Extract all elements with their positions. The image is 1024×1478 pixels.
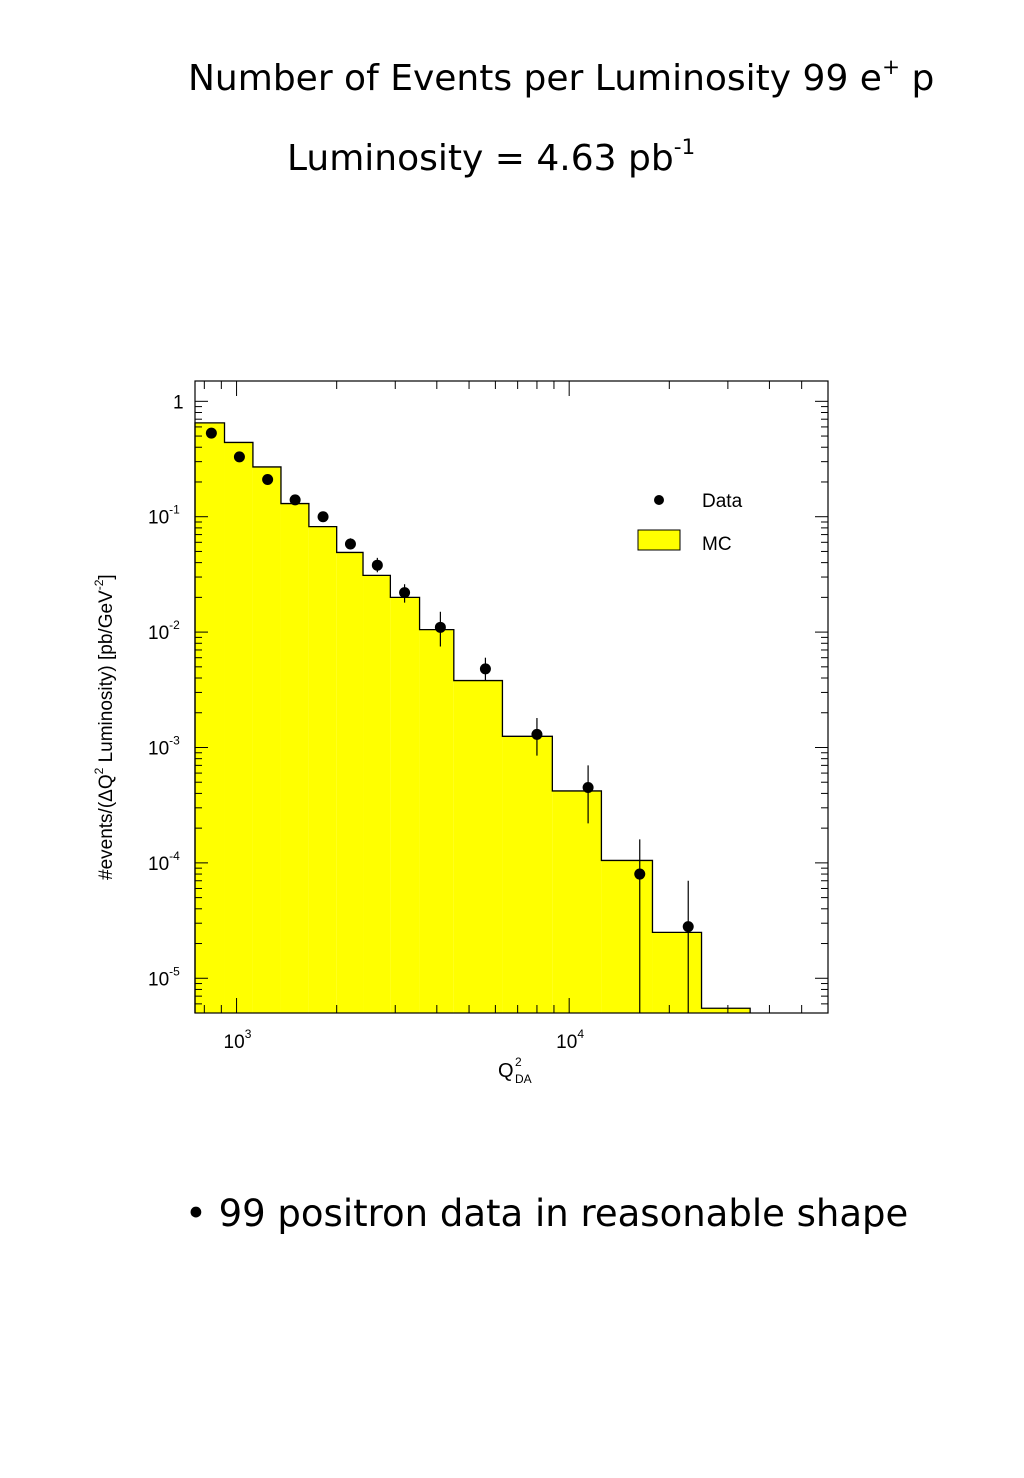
y-tick-label: 10-2 [148,618,180,644]
data-point [479,663,491,675]
mc-histogram-bin [652,932,702,1013]
data-point [289,494,301,506]
mc-histogram-bin [252,466,281,1013]
mc-histogram-bin [195,422,225,1014]
y-tick-label: 1 [173,392,184,413]
y-axis-label: #events/(ΔQ2 Luminosity) [pb/GeV-2] [92,574,117,880]
slide-title-sup: + [881,54,901,80]
mc-histogram-bin [701,1008,751,1013]
x-tick-label: 103 [224,1027,252,1053]
plot-frame [194,380,829,1014]
data-point [371,559,383,571]
data-point [317,511,329,523]
mc-histogram-bin [502,736,553,1013]
x-tick-label: 104 [556,1027,584,1053]
slide-subtitle-text: Luminosity = 4.63 pb [287,138,674,179]
data-point [399,587,411,599]
legend-mc-swatch [637,529,681,551]
data-point [634,868,646,880]
x-axis-label: Q [498,1060,514,1082]
legend-data-marker [654,495,664,505]
data-point [434,621,446,633]
legend-mc-label: MC [702,534,732,555]
slide-title: Number of Events per Luminosity 99 e+ p [188,54,935,99]
data-point [344,538,356,550]
mc-histogram-bin [601,860,653,1013]
mc-histogram-bin [280,503,309,1013]
y-tick-label: 10-4 [148,849,180,875]
mc-histogram-bin [453,680,503,1013]
data-point [582,782,594,794]
slide-title-text: Number of Events per Luminosity 99 e [188,58,882,99]
data-point [233,451,245,463]
data-point [531,728,543,740]
slide-subtitle-sup: -1 [673,134,696,160]
y-tick-label: 10-1 [148,503,180,529]
y-tick-label: 10-3 [148,733,180,759]
x-axis-label-sup: 2 [515,1055,522,1069]
data-point [682,921,694,933]
data-point [205,427,217,439]
slide-subtitle: Luminosity = 4.63 pb-1 [287,134,696,179]
mc-histogram-bin [419,629,454,1013]
mc-histogram-bin [224,442,253,1013]
bullet-point: • 99 positron data in reasonable shape [185,1192,909,1235]
y-tick-label: 10-5 [148,964,180,990]
mc-histogram-bin [336,552,364,1013]
mc-histogram-bin [363,575,391,1013]
data-point [262,474,274,486]
slide-title-tail: p [900,58,935,99]
x-axis-label-sub: DA [515,1072,532,1086]
legend-data-label: Data [702,491,743,512]
mc-histogram-bin [390,597,420,1013]
mc-histogram-bin [308,526,337,1013]
mc-histogram-bin [552,790,602,1013]
